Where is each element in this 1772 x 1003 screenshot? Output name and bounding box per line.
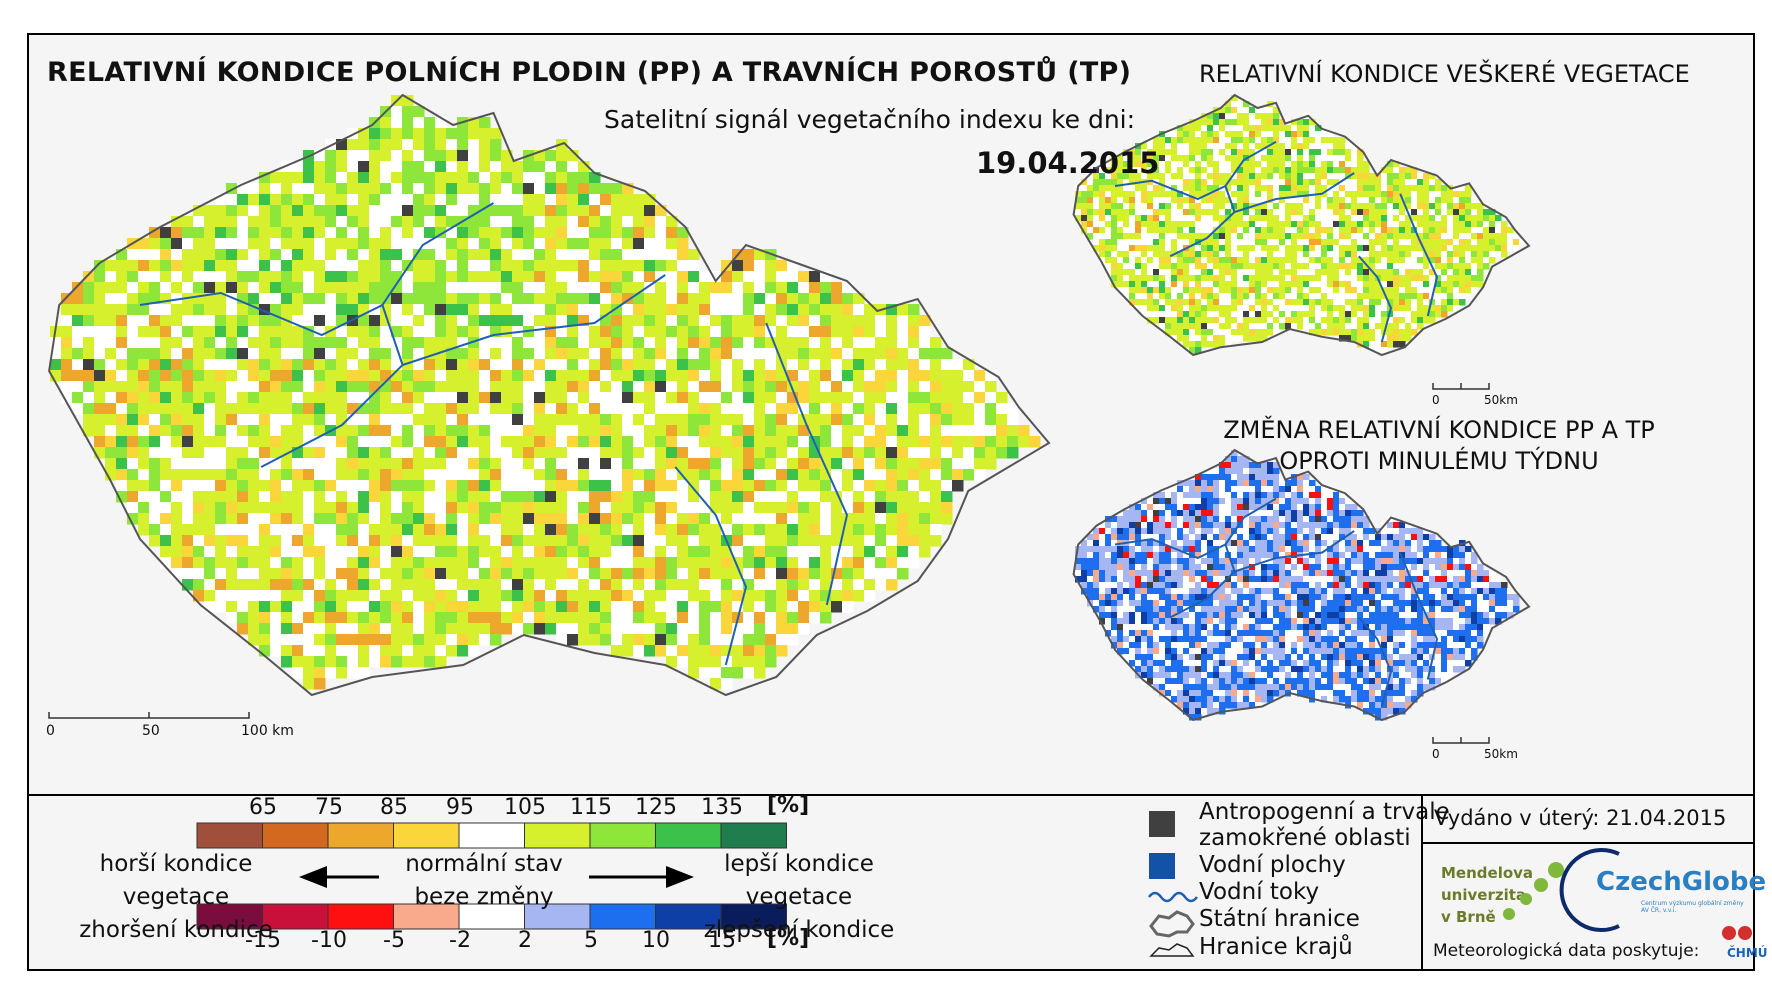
state-border-label: Státní hranice — [1199, 906, 1360, 932]
date-label: 19.04.2015 — [976, 146, 1160, 180]
normal-label: normální stav beze změny — [405, 851, 563, 910]
cond-val-105: 105 — [504, 795, 546, 820]
chg-val-m2: -2 — [449, 928, 471, 953]
condition-swatch-2 — [327, 822, 394, 849]
scale-change-0: 0 — [1432, 747, 1440, 761]
change-swatch-5 — [524, 903, 591, 930]
chg-unit: [%] — [767, 926, 810, 951]
change-swatch-6 — [589, 903, 656, 930]
change-map — [1075, 450, 1520, 721]
river-symbol — [1148, 891, 1198, 903]
scale-change-50: 50km — [1484, 747, 1518, 761]
anthropogenic-swatch — [1149, 811, 1175, 837]
water-swatch — [1149, 853, 1175, 879]
key-symbols — [1148, 891, 1198, 957]
cond-val-115: 115 — [570, 795, 612, 820]
condition-swatch-7 — [655, 822, 722, 849]
main-title: RELATIVNÍ KONDICE POLNÍCH PLODIN (PP) A … — [47, 57, 1132, 88]
worse-label: horší kondice vegetace zhoršení kondice — [79, 851, 273, 943]
veg-scale-bar — [1432, 383, 1490, 390]
change-title-line1: ZMĚNA RELATIVNÍ KONDICE PP A TP — [1223, 416, 1655, 444]
condition-swatch-3 — [393, 822, 460, 849]
main-condition-map — [50, 95, 1041, 690]
issued-box — [1421, 796, 1753, 844]
change-swatch-8 — [720, 903, 787, 930]
change-scale-bar — [1432, 737, 1490, 744]
change-swatch-3 — [393, 903, 460, 930]
cond-val-125: 125 — [635, 795, 677, 820]
scale-main-50: 50 — [142, 723, 160, 739]
cond-val-65: 65 — [249, 795, 277, 820]
change-swatch-0 — [196, 903, 263, 930]
scale-veg-50: 50km — [1484, 393, 1518, 407]
change-swatch-7 — [655, 903, 722, 930]
change-title-line2: OPROTI MINULÉMU TÝDNU — [1279, 447, 1599, 475]
region-border-label: Hranice krajů — [1199, 934, 1353, 960]
map-frame: RELATIVNÍ KONDICE POLNÍCH PLODIN (PP) A … — [27, 33, 1768, 971]
vegetation-map-border — [1072, 93, 1531, 357]
chg-val-2: 2 — [518, 928, 532, 953]
cond-val-85: 85 — [380, 795, 408, 820]
better-label: lepší kondice vegetace zlepšení kondice — [703, 851, 895, 943]
map-canvas — [48, 93, 1531, 744]
cond-unit: [%] — [767, 793, 810, 818]
condition-swatch-6 — [589, 822, 656, 849]
mendel-logo-text: Mendelova univerzita v Brně — [1441, 864, 1534, 926]
condition-swatch-8 — [720, 822, 787, 849]
scale-main-100: 100 km — [241, 723, 294, 739]
cond-val-135: 135 — [701, 795, 743, 820]
main-scale-bar — [48, 712, 250, 719]
main-condition-map-border — [48, 93, 1051, 697]
water-label: Vodní plochy — [1199, 852, 1346, 878]
legend-canvas — [196, 822, 1198, 957]
condition-swatch-1 — [262, 822, 329, 849]
change-map-border — [1072, 448, 1531, 722]
logo-box — [1421, 844, 1753, 969]
vegetation-map — [1075, 95, 1526, 354]
legend-area: 65 75 85 95 105 115 125 135 [%] -15 -10 … — [29, 793, 1768, 969]
scale-main-0: 0 — [46, 723, 55, 739]
change-map-title: ZMĚNA RELATIVNÍ KONDICE PP A TP OPROTI M… — [1209, 415, 1669, 477]
region-border-symbol — [1149, 943, 1195, 957]
rivers-label: Vodní toky — [1199, 879, 1320, 905]
direction-arrows — [299, 866, 694, 888]
cond-val-75: 75 — [315, 795, 343, 820]
chg-val-m10: -10 — [311, 928, 347, 953]
meteo-label: Meteorologická data poskytuje: — [1433, 941, 1700, 961]
cond-val-95: 95 — [446, 795, 474, 820]
vegetation-map-title: RELATIVNÍ KONDICE VEŠKERÉ VEGETACE — [1199, 60, 1690, 88]
scale-veg-0: 0 — [1432, 393, 1440, 407]
chg-val-m5: -5 — [383, 928, 405, 953]
change-swatch-2 — [327, 903, 394, 930]
chg-val-15: 15 — [708, 928, 736, 953]
czechglobe-logo-text: CzechGlobe — [1596, 867, 1767, 897]
state-border-symbol — [1149, 910, 1195, 938]
czechglobe-subtext: Centrum výzkumu globální změny AV ČR, v.… — [1641, 900, 1744, 914]
subtitle: Satelitní signál vegetačního indexu ke d… — [604, 105, 1136, 134]
chmu-logo-text: ČHMÚ — [1727, 946, 1768, 960]
change-swatch-1 — [262, 903, 329, 930]
chg-val-5: 5 — [584, 928, 598, 953]
issued-label: Vydáno v úterý: 21.04.2015 — [1434, 806, 1727, 830]
chg-val-10: 10 — [642, 928, 670, 953]
chg-val-m15: -15 — [245, 928, 281, 953]
condition-swatch-5 — [524, 822, 591, 849]
condition-swatch-4 — [458, 822, 525, 849]
map-area: RELATIVNÍ KONDICE POLNÍCH PLODIN (PP) A … — [29, 35, 1753, 796]
condition-swatch-0 — [196, 822, 263, 849]
anthropogenic-label: Antropogenní a trvale zamokřené oblasti — [1199, 799, 1450, 851]
